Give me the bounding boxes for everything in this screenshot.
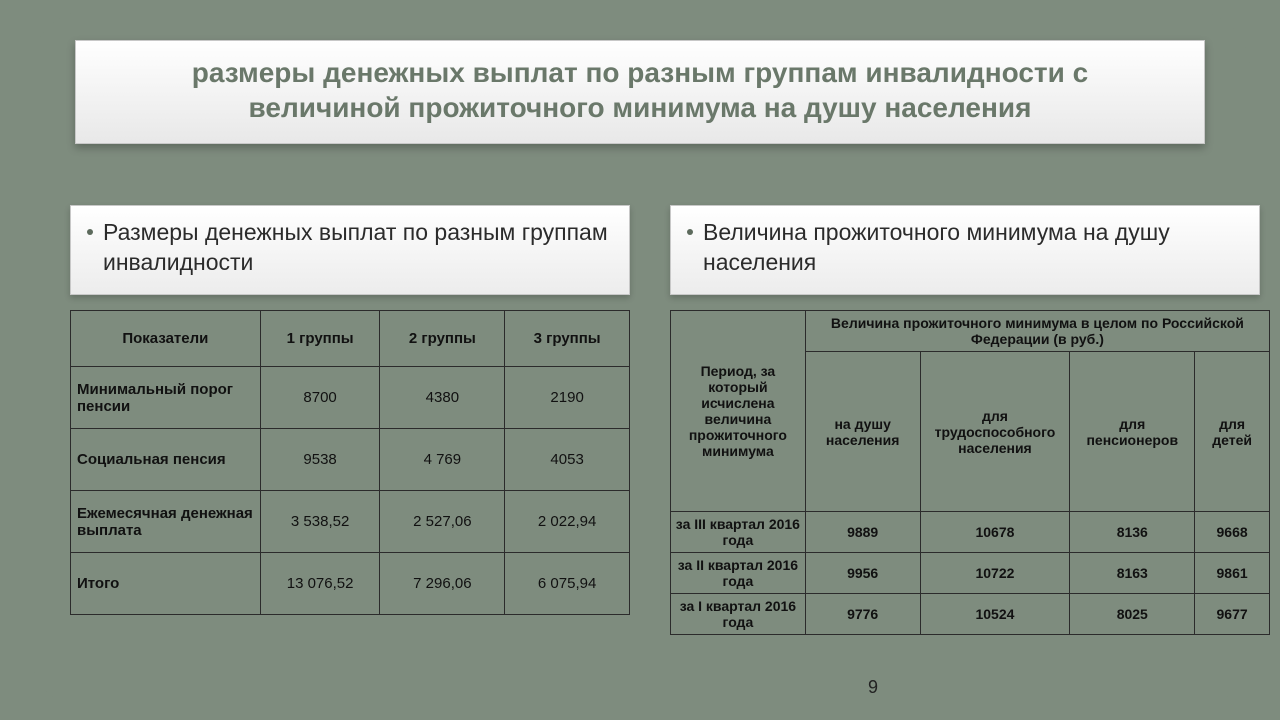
bullet-icon xyxy=(687,229,693,235)
title-line-1: размеры денежных выплат по разным группа… xyxy=(96,55,1184,90)
cell: 2 022,94 xyxy=(505,491,630,553)
row-label: за III квартал 2016 года xyxy=(671,512,806,553)
table-subsistence: Период, за который исчислена величина пр… xyxy=(670,310,1270,635)
cell: 10524 xyxy=(920,594,1070,635)
table-header-row: Показатели 1 группы 2 группы 3 группы xyxy=(71,311,630,367)
col-header: 3 группы xyxy=(505,311,630,367)
cell: 6 075,94 xyxy=(505,553,630,615)
col-header: 2 группы xyxy=(380,311,505,367)
cell: 9668 xyxy=(1195,512,1270,553)
subtitle-box-right: Величина прожиточного минимума на душу н… xyxy=(670,205,1260,295)
row-label: Социальная пенсия xyxy=(71,429,261,491)
row-label: Итого xyxy=(71,553,261,615)
page-number: 9 xyxy=(868,677,878,698)
subtitle-left-text: Размеры денежных выплат по разным группа… xyxy=(103,218,613,278)
col-subheader: для трудоспособного населения xyxy=(920,352,1070,512)
col-subheader: для пенсионеров xyxy=(1070,352,1195,512)
table-row: за II квартал 2016 года 9956 10722 8163 … xyxy=(671,553,1270,594)
row-label: Минимальный порог пенсии xyxy=(71,367,261,429)
table-header-row: Период, за который исчислена величина пр… xyxy=(671,311,1270,352)
cell: 7 296,06 xyxy=(380,553,505,615)
table-row: за I квартал 2016 года 9776 10524 8025 9… xyxy=(671,594,1270,635)
col-subheader: на душу населения xyxy=(805,352,920,512)
cell: 9776 xyxy=(805,594,920,635)
cell: 9861 xyxy=(1195,553,1270,594)
cell: 2 527,06 xyxy=(380,491,505,553)
table-row: Минимальный порог пенсии 8700 4380 2190 xyxy=(71,367,630,429)
cell: 10722 xyxy=(920,553,1070,594)
cell: 4053 xyxy=(505,429,630,491)
cell: 10678 xyxy=(920,512,1070,553)
cell: 2190 xyxy=(505,367,630,429)
subtitle-right-text: Величина прожиточного минимума на душу н… xyxy=(703,218,1243,278)
cell: 13 076,52 xyxy=(260,553,380,615)
table-row: Социальная пенсия 9538 4 769 4053 xyxy=(71,429,630,491)
cell: 8136 xyxy=(1070,512,1195,553)
col-header: Показатели xyxy=(71,311,261,367)
col-subheader: для детей xyxy=(1195,352,1270,512)
row-label: Ежемесячная денежная выплата xyxy=(71,491,261,553)
col-header: 1 группы xyxy=(260,311,380,367)
slide-rounded-bg: размеры денежных выплат по разным группа… xyxy=(30,10,1250,710)
cell: 8163 xyxy=(1070,553,1195,594)
title-box: размеры денежных выплат по разным группа… xyxy=(75,40,1205,144)
cell: 9889 xyxy=(805,512,920,553)
col-header-group: Величина прожиточного минимума в целом п… xyxy=(805,311,1269,352)
subtitle-box-left: Размеры денежных выплат по разным группа… xyxy=(70,205,630,295)
row-label: за II квартал 2016 года xyxy=(671,553,806,594)
cell: 9956 xyxy=(805,553,920,594)
cell: 4 769 xyxy=(380,429,505,491)
table-payments: Показатели 1 группы 2 группы 3 группы Ми… xyxy=(70,310,630,615)
table-row: за III квартал 2016 года 9889 10678 8136… xyxy=(671,512,1270,553)
cell: 8700 xyxy=(260,367,380,429)
table-row: Ежемесячная денежная выплата 3 538,52 2 … xyxy=(71,491,630,553)
col-header-period: Период, за который исчислена величина пр… xyxy=(671,311,806,512)
cell: 9677 xyxy=(1195,594,1270,635)
cell: 9538 xyxy=(260,429,380,491)
row-label: за I квартал 2016 года xyxy=(671,594,806,635)
bullet-icon xyxy=(87,229,93,235)
cell: 3 538,52 xyxy=(260,491,380,553)
cell: 4380 xyxy=(380,367,505,429)
title-line-2: величиной прожиточного минимума на душу … xyxy=(96,90,1184,125)
cell: 8025 xyxy=(1070,594,1195,635)
table-row: Итого 13 076,52 7 296,06 6 075,94 xyxy=(71,553,630,615)
